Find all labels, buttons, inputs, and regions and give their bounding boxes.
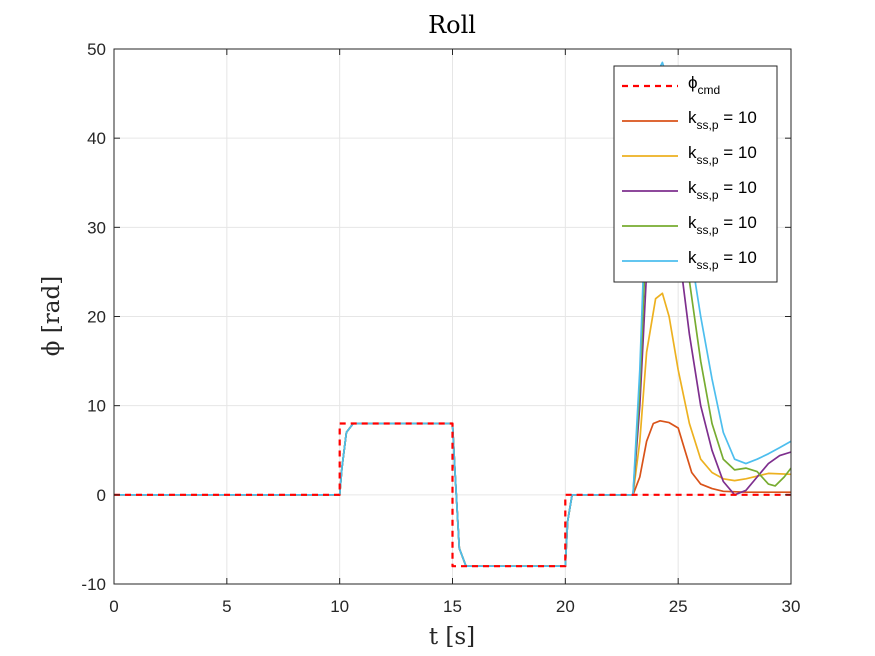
x-tick-label: 0: [109, 597, 118, 616]
y-tick-label: 40: [87, 129, 106, 148]
legend-label-3: kss,p = 10: [688, 178, 757, 202]
legend-label-4: kss,p = 10: [688, 213, 757, 237]
legend-label-1: kss,p = 10: [688, 108, 757, 132]
legend-box: [613, 65, 778, 283]
x-tick-label: 25: [669, 597, 688, 616]
legend-label-0: ϕcmd: [688, 73, 720, 97]
x-tick-label: 20: [556, 597, 575, 616]
y-tick-label: 50: [87, 40, 106, 59]
x-axis-title: t [s]: [429, 624, 475, 650]
legend-label-2: kss,p = 10: [688, 143, 757, 167]
x-tick-label: 10: [330, 597, 349, 616]
chart-title: Roll: [428, 11, 476, 39]
y-tick-label: -10: [81, 575, 106, 594]
x-tick-label: 5: [222, 597, 231, 616]
x-tick-label: 30: [782, 597, 801, 616]
legend: ϕcmd kss,p = 10 kss,p = 10 kss,p = 10 kss,p …: [613, 65, 778, 283]
y-axis-title: ϕ [rad]: [39, 276, 65, 356]
legend-label-5: kss,p = 10: [688, 248, 757, 272]
y-tick-label: 20: [87, 308, 106, 327]
y-tick-label: 0: [97, 486, 106, 505]
y-tick-label: 30: [87, 218, 106, 237]
x-tick-label: 15: [443, 597, 462, 616]
y-tick-label: 10: [87, 397, 106, 416]
